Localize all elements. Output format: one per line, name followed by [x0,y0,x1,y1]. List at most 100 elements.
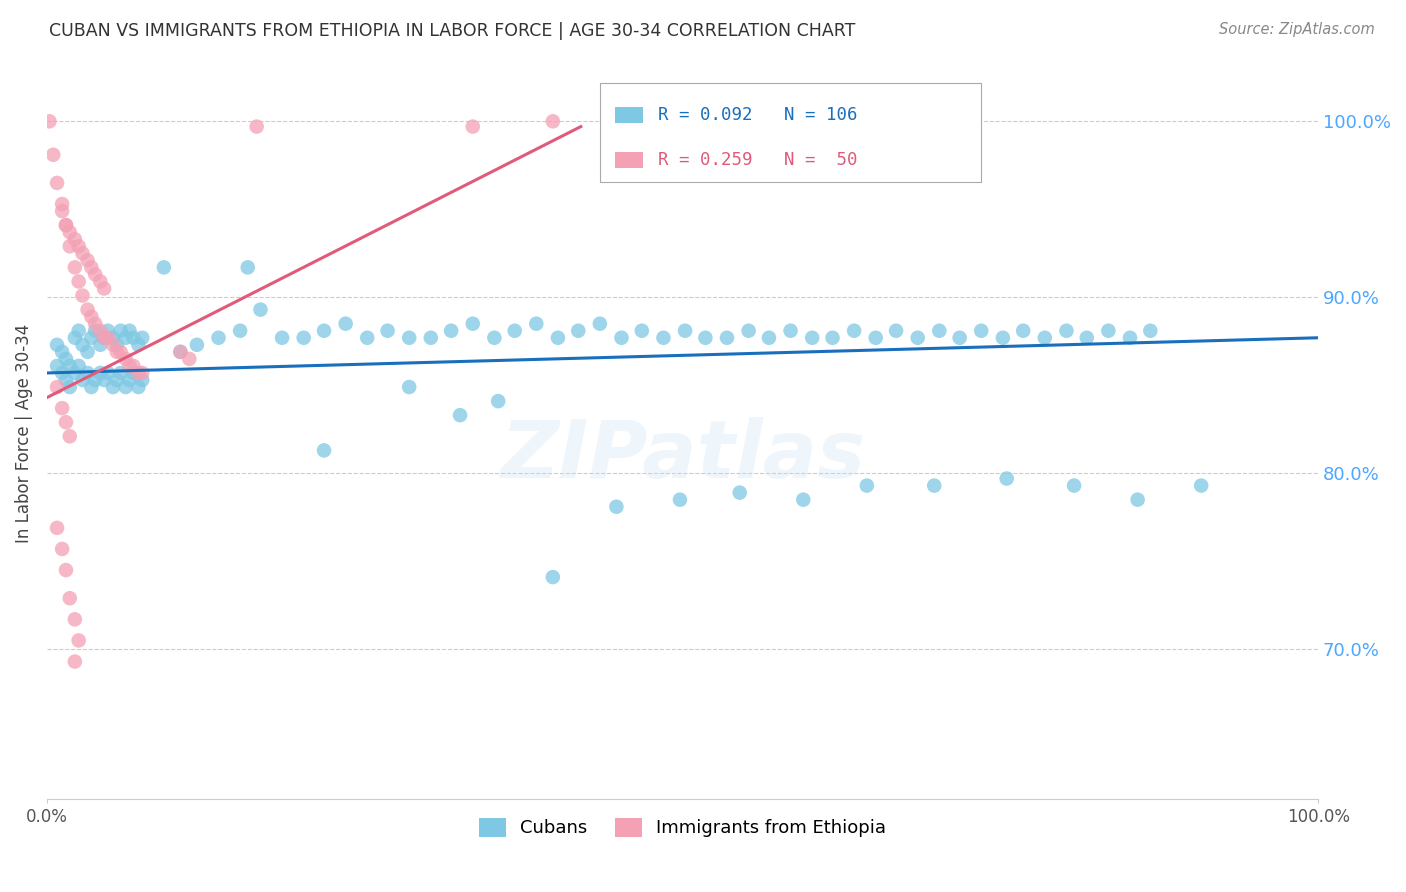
Point [131,331,153,345]
Point [101,380,124,394]
Point [63,331,86,345]
Point [51,344,73,359]
Point [114,380,136,394]
Point [127,338,149,352]
Point [673,324,696,338]
Point [42,147,65,161]
Point [928,324,950,338]
Point [80,260,103,275]
Point [101,338,124,352]
Text: Source: ZipAtlas.com: Source: ZipAtlas.com [1219,22,1375,37]
Point [461,317,484,331]
Point [63,612,86,626]
Point [567,324,589,338]
Point [842,324,865,338]
Point [610,331,633,345]
Point [652,331,675,345]
Point [524,317,547,331]
Point [1126,492,1149,507]
Point [84,324,107,338]
Point [503,324,526,338]
Point [541,114,564,128]
Point [59,239,82,253]
Point [97,331,120,345]
Point [127,366,149,380]
Point [63,655,86,669]
Point [547,331,569,345]
Point [101,331,124,345]
Point [72,288,94,302]
Point [127,380,149,394]
Point [72,373,94,387]
Point [93,331,115,345]
Point [46,176,69,190]
Point [105,338,128,352]
Point [51,401,73,416]
Point [55,415,77,429]
Point [186,338,208,352]
Point [131,373,153,387]
Point [970,324,993,338]
Point [630,324,652,338]
Point [80,310,103,324]
Point [377,324,399,338]
Point [821,331,844,345]
Point [93,281,115,295]
Point [46,359,69,373]
Point [312,443,335,458]
Point [93,331,115,345]
Point [55,351,77,366]
Point [440,324,463,338]
Point [716,331,738,345]
Text: ZIPatlas: ZIPatlas [501,417,865,494]
Point [779,324,801,338]
Point [1012,324,1035,338]
Point [76,253,98,268]
Point [55,373,77,387]
Point [1119,331,1142,345]
Point [76,344,98,359]
Point [46,338,69,352]
Point [236,260,259,275]
Point [84,373,107,387]
Point [1033,331,1056,345]
Point [110,344,132,359]
Point [1189,478,1212,492]
Point [46,380,69,394]
Point [67,324,90,338]
Point [589,317,612,331]
Point [922,478,945,492]
FancyBboxPatch shape [600,83,981,182]
Point [356,331,378,345]
Point [312,324,335,338]
Point [229,324,252,338]
Point [398,331,420,345]
Point [93,373,115,387]
Point [72,338,94,352]
Point [89,338,111,352]
Text: CUBAN VS IMMIGRANTS FROM ETHIOPIA IN LABOR FORCE | AGE 30-34 CORRELATION CHART: CUBAN VS IMMIGRANTS FROM ETHIOPIA IN LAB… [49,22,856,40]
Point [122,331,145,345]
Point [46,521,69,535]
Point [67,275,90,289]
Legend: Cubans, Immigrants from Ethiopia: Cubans, Immigrants from Ethiopia [471,811,893,845]
Point [118,324,141,338]
Point [122,359,145,373]
Point [38,114,60,128]
Point [63,366,86,380]
Point [1097,324,1119,338]
Point [169,344,191,359]
Point [801,331,824,345]
Point [461,120,484,134]
Point [55,218,77,232]
Point [484,331,506,345]
Point [59,380,82,394]
Point [51,204,73,219]
Point [84,268,107,282]
Point [207,331,229,345]
Point [84,317,107,331]
Point [67,359,90,373]
Text: R = 0.092   N = 106: R = 0.092 N = 106 [658,105,858,124]
Point [110,324,132,338]
Point [89,324,111,338]
